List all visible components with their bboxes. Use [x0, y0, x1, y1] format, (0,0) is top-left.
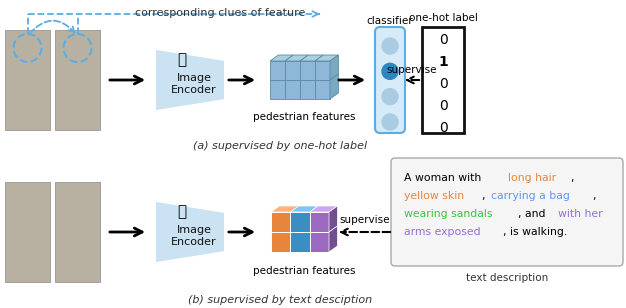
Text: supervise: supervise: [339, 215, 390, 225]
Text: 🔥: 🔥: [177, 52, 187, 67]
Polygon shape: [330, 55, 339, 80]
Circle shape: [382, 114, 398, 130]
Text: long hair: long hair: [508, 173, 557, 183]
Polygon shape: [270, 55, 294, 61]
Text: 0: 0: [439, 77, 448, 91]
Text: Image
Encoder: Image Encoder: [171, 73, 217, 95]
FancyBboxPatch shape: [5, 30, 50, 130]
Bar: [285, 80, 300, 99]
Text: ,: ,: [481, 191, 488, 201]
FancyBboxPatch shape: [422, 27, 464, 133]
Text: supervise: supervise: [387, 65, 437, 75]
FancyBboxPatch shape: [391, 158, 623, 266]
Bar: [310, 232, 329, 252]
Bar: [290, 212, 310, 232]
Bar: [271, 232, 290, 252]
Text: ,: ,: [592, 191, 596, 201]
Text: wearing sandals: wearing sandals: [404, 209, 493, 219]
FancyBboxPatch shape: [55, 182, 100, 282]
Text: 🔥: 🔥: [177, 205, 187, 220]
Text: 0: 0: [439, 99, 448, 113]
Bar: [300, 80, 315, 99]
Text: Image
Encoder: Image Encoder: [171, 225, 217, 247]
Polygon shape: [271, 206, 299, 212]
Polygon shape: [329, 206, 337, 232]
Bar: [315, 61, 330, 80]
Text: one-hot label: one-hot label: [409, 13, 478, 23]
Polygon shape: [310, 206, 337, 212]
Text: corresponding clues of feature: corresponding clues of feature: [135, 8, 305, 18]
Polygon shape: [330, 74, 339, 99]
Text: classifier: classifier: [367, 16, 413, 26]
FancyBboxPatch shape: [375, 27, 405, 133]
Text: (b) supervised by text desciption: (b) supervised by text desciption: [188, 295, 372, 305]
Text: , and: , and: [518, 209, 549, 219]
Bar: [300, 61, 315, 80]
Text: arms exposed: arms exposed: [404, 227, 481, 237]
Bar: [285, 61, 300, 80]
Text: 1: 1: [438, 55, 448, 69]
Polygon shape: [315, 55, 339, 61]
Text: ,: ,: [570, 173, 574, 183]
Text: 0: 0: [439, 33, 448, 47]
Text: with her: with her: [558, 209, 603, 219]
Circle shape: [382, 38, 398, 54]
Text: (a) supervised by one-hot label: (a) supervised by one-hot label: [193, 141, 367, 151]
FancyBboxPatch shape: [5, 182, 50, 282]
Bar: [290, 232, 310, 252]
Text: yellow skin: yellow skin: [404, 191, 464, 201]
Text: pedestrian features: pedestrian features: [253, 266, 355, 276]
Text: , is walking.: , is walking.: [503, 227, 567, 237]
Text: pedestrian features: pedestrian features: [253, 112, 355, 122]
FancyBboxPatch shape: [55, 30, 100, 130]
Polygon shape: [156, 50, 224, 110]
Bar: [270, 80, 285, 99]
Polygon shape: [290, 206, 318, 212]
Bar: [271, 212, 290, 232]
Text: A woman with: A woman with: [404, 173, 485, 183]
Polygon shape: [285, 55, 309, 61]
Polygon shape: [300, 55, 324, 61]
Text: text description: text description: [466, 273, 548, 283]
Text: 0: 0: [439, 121, 448, 135]
Bar: [270, 61, 285, 80]
Polygon shape: [329, 226, 337, 252]
Circle shape: [382, 89, 398, 105]
Text: carrying a bag: carrying a bag: [491, 191, 570, 201]
Circle shape: [382, 63, 398, 79]
Bar: [310, 212, 329, 232]
Polygon shape: [156, 202, 224, 262]
Bar: [315, 80, 330, 99]
